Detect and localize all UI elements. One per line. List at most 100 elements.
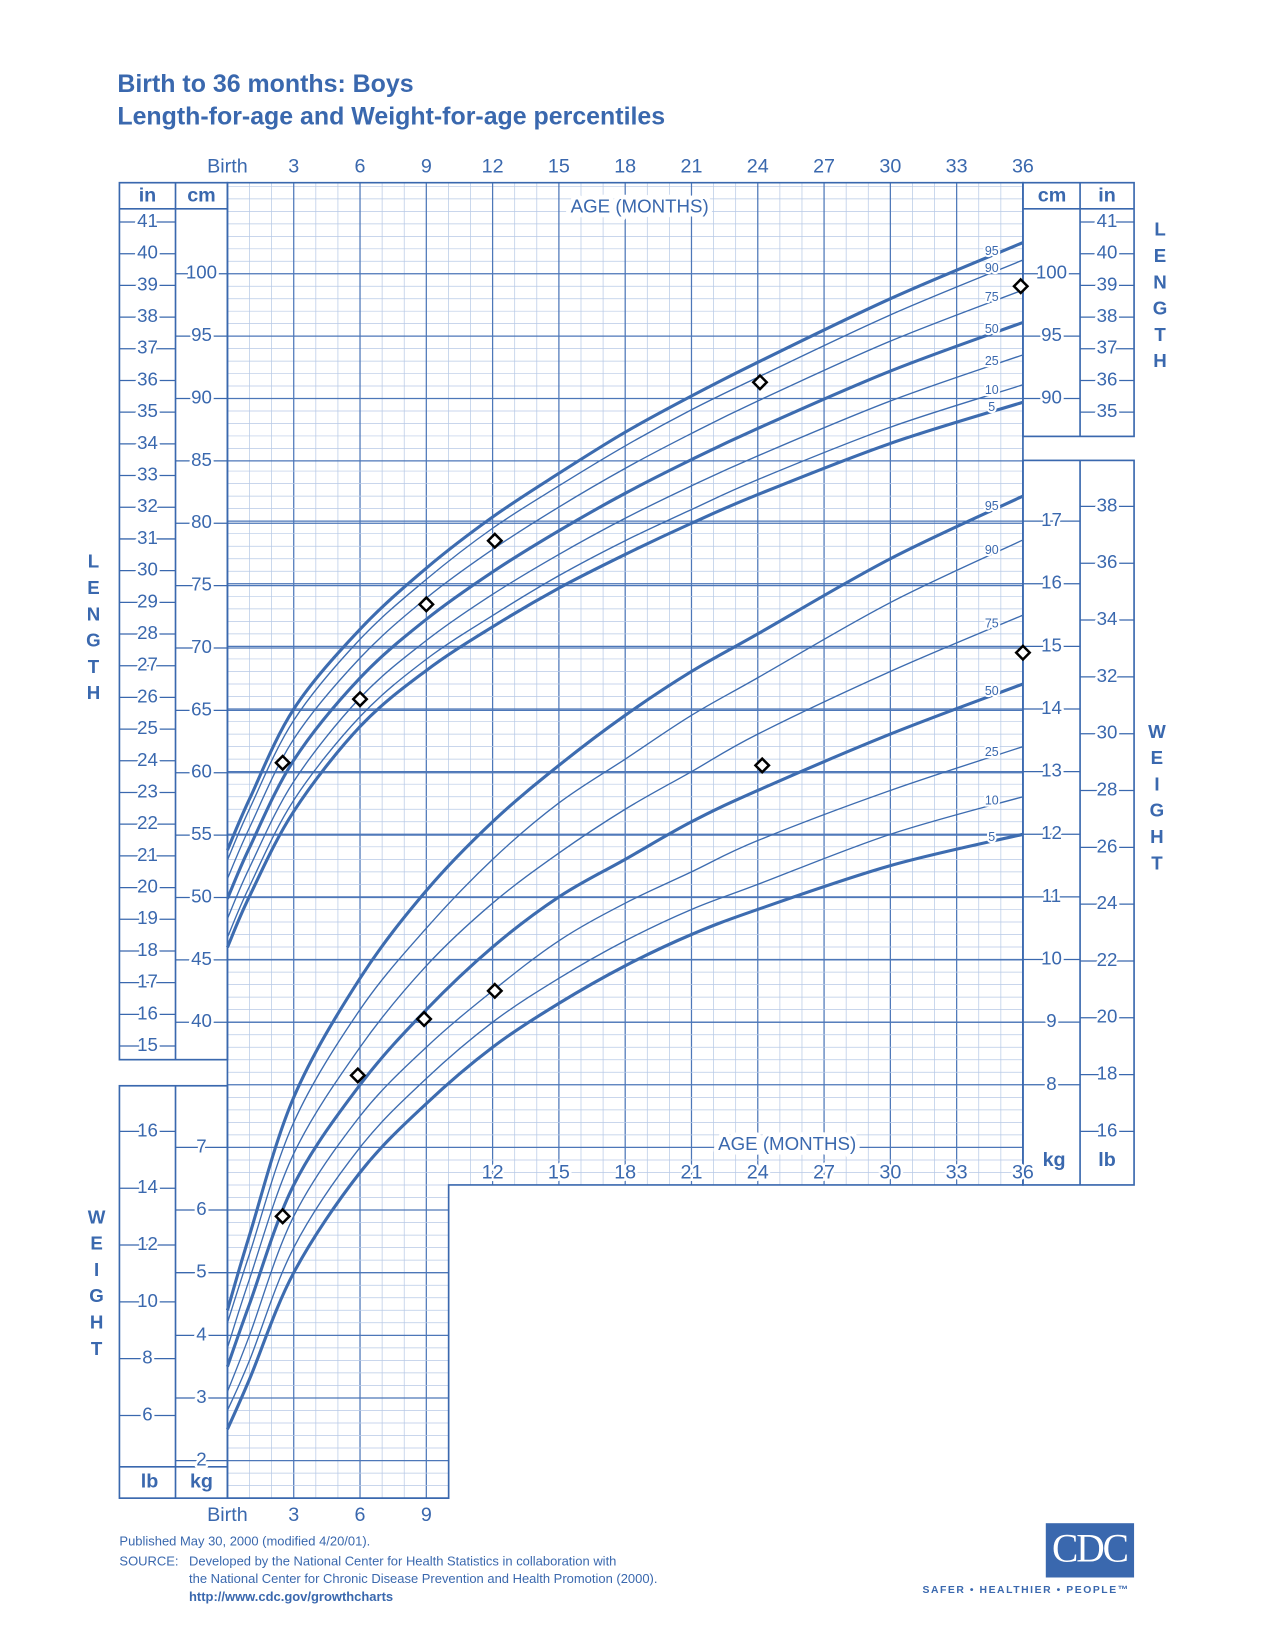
y-tick-label: 24 [137,749,158,770]
y-tick-label: 8 [1046,1073,1056,1094]
y-axis-label: WEIGHT [1146,721,1167,879]
y-tick-label: 32 [1097,665,1118,686]
percentile-curve [226,400,1024,949]
x-tick-label: 30 [879,155,901,177]
y-tick-label: 31 [137,527,158,548]
unit-label: cm [187,184,216,206]
x-tick-label: 15 [548,155,570,177]
y-tick-label: 10 [137,1290,158,1311]
y-tick-label: 37 [1097,337,1118,358]
x-tick-label: 6 [355,1504,366,1526]
y-tick-label: 95 [191,324,212,345]
percentile-curve [226,354,1024,919]
length-left-box [118,181,229,1061]
y-tick-label: 28 [137,622,158,643]
x-tick-label: 9 [421,1504,432,1526]
y-tick-label: 38 [1097,494,1118,515]
y-tick-label: 22 [137,812,158,833]
y-tick-label: 25 [137,717,158,738]
y-tick-label: 16 [137,1119,158,1140]
x-tick-label: 9 [421,155,432,177]
x-tick-label: 3 [288,155,299,177]
y-tick-label: 100 [1036,262,1067,283]
y-tick-label: 26 [137,685,158,706]
url: http://www.cdc.gov/growthcharts [189,1589,393,1604]
measurement-point [351,690,369,708]
published-note: Published May 30, 2000 (modified 4/20/01… [119,1533,370,1548]
y-tick-label: 34 [137,432,158,453]
percentile-label: 10 [985,794,999,808]
x-tick-label: 12 [482,155,504,177]
y-tick-label: 12 [137,1233,158,1254]
y-tick-label: 27 [137,654,158,675]
percentile-label: 90 [985,543,999,557]
percentile-label: 50 [985,322,999,336]
percentile-label: 95 [985,499,999,513]
unit-label: in [139,184,157,206]
measurement-point [274,754,292,772]
y-tick-label: 80 [191,511,212,532]
x-tick-label: 15 [548,1162,570,1184]
percentile-label: 95 [985,244,999,258]
y-tick-label: 26 [1097,835,1118,856]
y-tick-label: 22 [1097,949,1118,970]
x-tick-label: 3 [288,1504,299,1526]
measurement-point [486,532,504,550]
y-tick-label: 9 [1046,1010,1056,1031]
y-tick-label: 23 [137,780,158,801]
y-tick-label: 30 [1097,722,1118,743]
unit-label: lb [141,1471,159,1493]
y-tick-label: 70 [191,636,212,657]
y-tick-label: 41 [1097,210,1118,231]
percentile-label: 75 [985,616,999,630]
y-tick-label: 16 [137,1002,158,1023]
unit-label: lb [1098,1149,1116,1171]
percentile-label: 50 [985,684,999,698]
percentile-curve [226,745,1024,1392]
measurement-point [486,982,504,1000]
y-tick-label: 38 [1097,305,1118,326]
percentile-curve [226,832,1024,1430]
y-tick-label: 15 [1041,634,1062,655]
percentile-label: 10 [985,383,999,397]
y-tick-label: 36 [1097,368,1118,389]
x-tick-label: 12 [482,1162,504,1184]
y-tick-label: 35 [137,400,158,421]
y-tick-label: 15 [137,1034,158,1055]
length-right-box [1022,181,1135,438]
measurement-point [751,373,769,391]
measurement-point [274,1207,292,1225]
y-tick-label: 60 [191,761,212,782]
y-axis-label: LENGTH [83,551,104,709]
y-tick-label: 90 [191,386,212,407]
y-tick-label: 17 [137,971,158,992]
y-tick-label: 36 [137,368,158,389]
y-tick-label: 65 [191,698,212,719]
subtitle: Length-for-age and Weight-for-age percen… [117,103,665,131]
percentile-curve [226,614,1024,1349]
unit-label: cm [1038,184,1067,206]
x-tick-label: 24 [747,1162,769,1184]
y-tick-label: 95 [1041,324,1062,345]
y-tick-label: 11 [1042,885,1061,906]
x-axis-label: AGE (MONTHS) [571,196,709,217]
source-line: the National Center for Chronic Disease … [189,1571,657,1586]
y-axis-label: WEIGHT [86,1206,107,1364]
y-tick-label: 24 [1097,892,1118,913]
x-tick-label: 33 [946,1162,968,1184]
percentile-curve [226,289,1024,880]
percentile-label: 25 [985,745,999,759]
y-tick-label: 28 [1097,778,1118,799]
y-tick-label: 30 [137,559,158,580]
percentile-curve [226,259,1024,861]
measurement-point [1014,644,1032,662]
y-tick-label: 29 [137,590,158,611]
measurement-point [1012,277,1030,295]
x-axis-label: AGE (MONTHS) [718,1133,856,1154]
x-tick-label: 6 [355,155,366,177]
x-tick-label: 27 [813,1162,835,1184]
y-tick-label: 32 [137,495,158,516]
y-tick-label: 20 [1097,1006,1118,1027]
